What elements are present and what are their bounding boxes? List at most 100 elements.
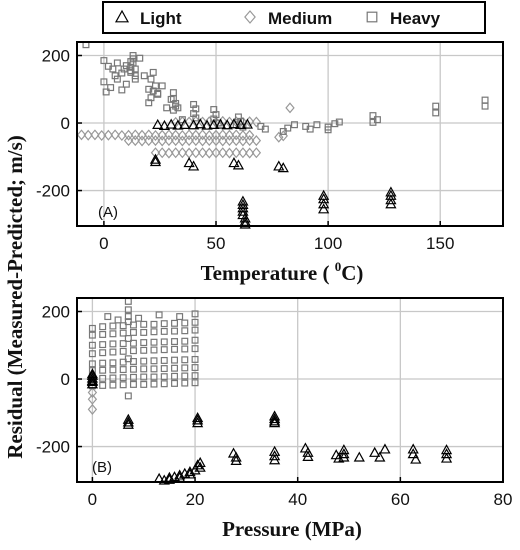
panel-a-x-tick-label: 100 bbox=[314, 234, 342, 253]
panel-b-letter: (B) bbox=[92, 459, 112, 476]
panel-b-point-light bbox=[122, 416, 134, 427]
panel-a-point-medium bbox=[164, 147, 174, 159]
panel-b-point-heavy bbox=[124, 355, 132, 363]
panel-a-point-medium bbox=[218, 147, 228, 159]
panel-a-point-light bbox=[239, 218, 251, 229]
panel-b-point-heavy bbox=[119, 381, 127, 389]
panel-a-point-medium bbox=[218, 135, 228, 147]
panel-b-point-medium bbox=[87, 387, 98, 399]
panel-b-point-heavy bbox=[160, 373, 168, 381]
panel-b-point-heavy bbox=[150, 320, 158, 328]
panel-b-point-heavy bbox=[181, 327, 189, 335]
panel-a-point-heavy bbox=[324, 126, 332, 134]
panel-a-point-heavy bbox=[169, 89, 177, 97]
panel-b-point-medium bbox=[87, 393, 98, 405]
panel-a-point-heavy bbox=[147, 94, 155, 102]
panel-b-point-heavy bbox=[140, 357, 148, 365]
legend-marker-heavy bbox=[366, 11, 378, 23]
panel-a-point-heavy bbox=[107, 84, 115, 92]
panel-a-point-heavy bbox=[306, 125, 314, 133]
panel-a-point-medium bbox=[130, 129, 140, 141]
panel-a-point-medium bbox=[123, 135, 134, 147]
panel-b-point-light bbox=[302, 450, 314, 461]
y-axis-label: Residual (Measured-Predicted; m/s) bbox=[3, 135, 27, 459]
panel-b-x-tick-label: 20 bbox=[186, 490, 205, 509]
panel-a-y-tick-label: 200 bbox=[42, 47, 70, 66]
panel-a-point-medium bbox=[137, 129, 147, 141]
panel-b-point-heavy bbox=[119, 340, 127, 348]
panel-a-point-medium bbox=[184, 116, 194, 128]
panel-b-point-heavy bbox=[99, 349, 107, 357]
panel-b-point-light bbox=[230, 454, 242, 466]
panel-a-point-heavy bbox=[154, 89, 162, 97]
panel-b-point-heavy bbox=[88, 324, 96, 332]
panel-a-x-tick-label: 0 bbox=[99, 234, 108, 253]
panel-a-point-medium bbox=[251, 116, 262, 128]
panel-b-point-heavy bbox=[160, 346, 168, 354]
panel-a-point-light bbox=[235, 118, 247, 129]
panel-a-point-medium bbox=[184, 129, 194, 141]
panel-a-point-heavy bbox=[118, 86, 126, 94]
panel-b-point-heavy bbox=[119, 329, 127, 337]
panel-b-point-heavy bbox=[104, 313, 112, 321]
panel-a-point-heavy bbox=[261, 125, 269, 133]
panel-b-point-light bbox=[440, 448, 453, 459]
panel-a-point-light bbox=[221, 119, 233, 130]
panel-b-point-heavy bbox=[140, 328, 148, 336]
panel-a-point-light bbox=[201, 119, 213, 130]
panel-a-point-medium bbox=[177, 135, 188, 147]
panel-a-point-heavy bbox=[210, 115, 218, 123]
panel-a-point-medium bbox=[157, 147, 167, 159]
panel-b-point-heavy bbox=[99, 330, 107, 338]
panel-a-point-medium bbox=[218, 129, 228, 141]
panel-b-point-light bbox=[407, 443, 419, 454]
panel-a-point-light bbox=[214, 118, 227, 129]
panel-b-point-heavy bbox=[109, 322, 117, 330]
panel-b-point-light bbox=[268, 415, 281, 426]
panel-a-point-heavy bbox=[369, 112, 377, 120]
panel-b-point-heavy bbox=[160, 356, 168, 364]
panel-a-point-heavy bbox=[284, 124, 292, 132]
panel-b-point-heavy bbox=[119, 366, 127, 374]
panel-a-point-heavy bbox=[234, 113, 242, 121]
panel-a-point-heavy bbox=[313, 121, 321, 129]
panel-a-point-medium bbox=[150, 135, 161, 147]
panel-b-point-heavy bbox=[191, 355, 199, 363]
panel-a-point-medium bbox=[238, 147, 248, 159]
panel-a-point-medium bbox=[231, 147, 241, 159]
panel-b-point-heavy bbox=[181, 379, 189, 387]
panel-a-point-heavy bbox=[291, 121, 298, 129]
panel-b-y-tick-label: 0 bbox=[61, 370, 70, 389]
panel-a-point-medium bbox=[211, 147, 221, 159]
panel-a-point-medium bbox=[285, 102, 295, 114]
panel-b-point-light bbox=[440, 452, 453, 463]
panel-b-point-heavy bbox=[129, 373, 137, 381]
panel-a-point-light bbox=[149, 156, 162, 167]
panel-b-grid bbox=[77, 298, 504, 482]
panel-a-point-medium bbox=[164, 135, 174, 147]
panel-b-point-heavy bbox=[124, 313, 132, 321]
legend-marker-medium bbox=[244, 10, 256, 24]
panel-b-point-light bbox=[369, 446, 381, 457]
panel-b-point-light bbox=[184, 468, 196, 479]
panel-a-point-light bbox=[237, 198, 249, 210]
panel-a-points bbox=[76, 41, 489, 229]
panel-b-point-heavy bbox=[140, 365, 148, 373]
panel-a-point-heavy bbox=[131, 65, 139, 73]
panel-b-point-heavy bbox=[140, 346, 148, 354]
panel-a-point-light bbox=[232, 159, 245, 170]
panel-a-point-medium bbox=[150, 129, 161, 142]
panel-b-point-heavy bbox=[191, 345, 199, 353]
panel-a-point-light bbox=[158, 119, 171, 131]
panel-a-point-medium bbox=[117, 129, 127, 142]
panel-a-point-light bbox=[165, 118, 177, 129]
panel-a-point-light bbox=[187, 119, 200, 130]
legend: Light Medium Heavy bbox=[102, 1, 486, 34]
panel-a-point-heavy bbox=[102, 88, 110, 96]
panel-b-point-heavy bbox=[88, 360, 96, 368]
panel-b-point-heavy bbox=[88, 331, 96, 339]
panel-b-point-heavy bbox=[191, 326, 199, 334]
panel-a-point-light bbox=[318, 203, 330, 214]
panel-b: 0 20 40 60 80 -200 0 200 (B) Pressure (MPa) bbox=[36, 297, 512, 541]
